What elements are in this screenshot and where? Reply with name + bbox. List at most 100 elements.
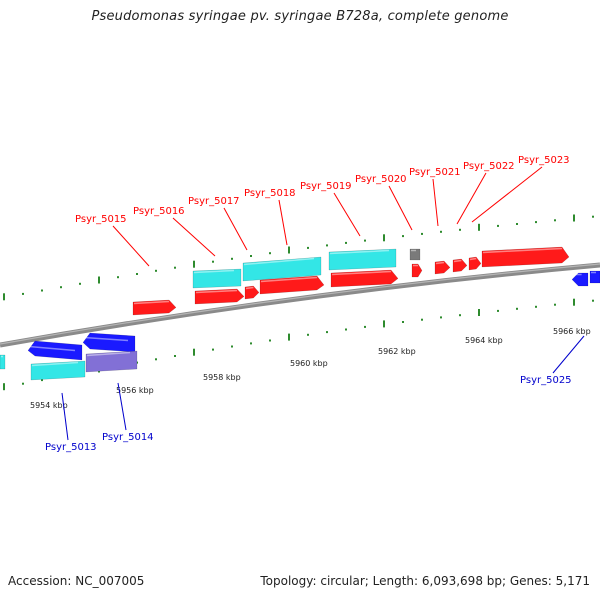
inner-major-tick xyxy=(193,348,195,356)
forward-cds-arrow xyxy=(132,299,177,316)
outer-minor-tick xyxy=(535,221,537,224)
forward-cds-arrow xyxy=(244,285,260,300)
forward-cds-arrow-highlight xyxy=(133,300,170,305)
label-leader-lines xyxy=(61,166,585,441)
reverse-gene-label: Psyr_5025 xyxy=(520,375,572,386)
forward-gene-label: Psyr_5018 xyxy=(244,188,296,199)
inner-minor-tick xyxy=(269,339,271,342)
forward-label-leader xyxy=(333,192,361,237)
inner-major-tick xyxy=(383,320,385,328)
reverse-cds-arrow xyxy=(27,340,83,361)
forward-label-leader xyxy=(172,217,216,257)
forward-cds-arrow-highlight xyxy=(482,247,563,254)
inner-minor-tick xyxy=(402,321,404,323)
outer-major-tick xyxy=(478,223,480,231)
outer-major-tick xyxy=(383,234,385,242)
reverse-cds-arrow-highlight xyxy=(28,345,76,352)
forward-cds-arrow xyxy=(468,256,482,271)
forward-label-leader xyxy=(388,185,413,231)
forward-label-leader xyxy=(471,166,543,223)
outer-major-tick xyxy=(573,214,575,222)
reverse-label-leader xyxy=(61,392,69,441)
scale-label: 5964 kbp xyxy=(465,336,503,345)
outer-major-tick xyxy=(98,276,100,284)
scale-labels: 5954 kbp 5956 kbp 5958 kbp 5960 kbp 5962 kbp… xyxy=(30,327,591,410)
topology-summary: Topology: circular; Length: 6,093,698 bp… xyxy=(260,574,590,588)
forward-cds-arrow xyxy=(194,288,245,305)
outer-minor-tick xyxy=(307,246,309,249)
forward-cds-arrow-highlight xyxy=(331,270,392,276)
outer-minor-tick xyxy=(136,273,138,275)
outer-minor-tick xyxy=(231,257,233,260)
outer-minor-tick xyxy=(117,276,119,279)
forward-gene-label: Psyr_5020 xyxy=(355,174,407,185)
outer-minor-tick xyxy=(174,266,176,269)
forward-gene-label: Psyr_5017 xyxy=(188,196,240,207)
reverse-label-leader xyxy=(117,382,127,431)
forward-label-leader xyxy=(456,172,487,225)
forward-gene-label: Psyr_5021 xyxy=(409,167,461,178)
forward-gene-label: Psyr_5019 xyxy=(300,181,352,192)
outer-minor-tick xyxy=(421,232,423,235)
outer-minor-tick xyxy=(516,223,518,225)
inner-minor-tick xyxy=(155,358,157,361)
outer-minor-tick xyxy=(592,215,594,218)
reverse-other-block-highlight xyxy=(86,351,131,357)
inner-minor-tick xyxy=(592,299,594,302)
accession-text: Accession: NC_007005 xyxy=(8,574,145,588)
inner-minor-tick xyxy=(554,303,556,306)
inner-minor-tick xyxy=(307,333,309,336)
reverse-rna-block-highlight xyxy=(31,361,79,367)
scale-label: 5956 kbp xyxy=(116,386,154,395)
outer-minor-tick xyxy=(155,269,157,272)
reverse-gene-track xyxy=(0,270,600,381)
outer-minor-tick xyxy=(345,241,347,244)
forward-cds-track xyxy=(132,246,570,316)
forward-cds-arrow-highlight xyxy=(435,261,445,265)
forward-cds-arrow xyxy=(411,263,423,278)
outer-minor-tick xyxy=(326,244,328,247)
forward-cds-arrow-highlight xyxy=(453,259,462,263)
reverse-gene-label: Psyr_5013 xyxy=(45,442,97,453)
inner-minor-tick xyxy=(250,342,252,345)
reverse-cds-arrow xyxy=(571,272,589,287)
forward-gene-label: Psyr_5023 xyxy=(518,155,570,166)
outer-minor-tick xyxy=(41,289,43,292)
outer-minor-tick xyxy=(250,255,252,257)
forward-rna-block-highlight xyxy=(329,249,390,255)
inner-minor-tick xyxy=(41,379,43,382)
forward-rna-block xyxy=(242,256,322,282)
scale-label: 5954 kbp xyxy=(30,401,68,410)
forward-rna-block-highlight xyxy=(193,269,235,274)
inner-minor-tick xyxy=(516,307,518,310)
outer-minor-tick xyxy=(497,224,499,227)
inner-minor-tick xyxy=(364,325,366,328)
outer-minor-tick xyxy=(212,260,214,263)
forward-cds-arrow xyxy=(481,246,570,268)
scale-label: 5966 kbp xyxy=(553,327,591,336)
inner-minor-tick xyxy=(345,328,347,331)
pseudogene-block xyxy=(409,248,421,261)
reverse-label-leader xyxy=(552,335,585,374)
forward-cds-arrow xyxy=(452,258,468,273)
outer-major-tick xyxy=(3,293,5,301)
outer-minor-tick xyxy=(440,230,442,233)
forward-gene-label: Psyr_5016 xyxy=(133,206,185,217)
outer-minor-tick xyxy=(402,235,404,238)
scale-label: 5962 kbp xyxy=(378,347,416,356)
reverse-rna-block xyxy=(0,354,6,370)
inner-major-tick xyxy=(288,333,290,341)
reverse-cds-arrow xyxy=(589,270,600,284)
forward-rna-track xyxy=(192,248,421,289)
forward-gene-label: Psyr_5022 xyxy=(463,161,515,172)
outer-minor-tick xyxy=(269,252,271,255)
inner-minor-tick xyxy=(174,355,176,357)
inner-minor-tick xyxy=(231,345,233,348)
forward-cds-arrow-highlight xyxy=(469,257,477,261)
reverse-rna-block xyxy=(30,360,86,381)
forward-cds-arrow xyxy=(259,275,325,295)
reverse-cds-arrow xyxy=(82,332,136,353)
outer-major-tick xyxy=(288,246,290,254)
inner-minor-tick xyxy=(497,309,499,312)
